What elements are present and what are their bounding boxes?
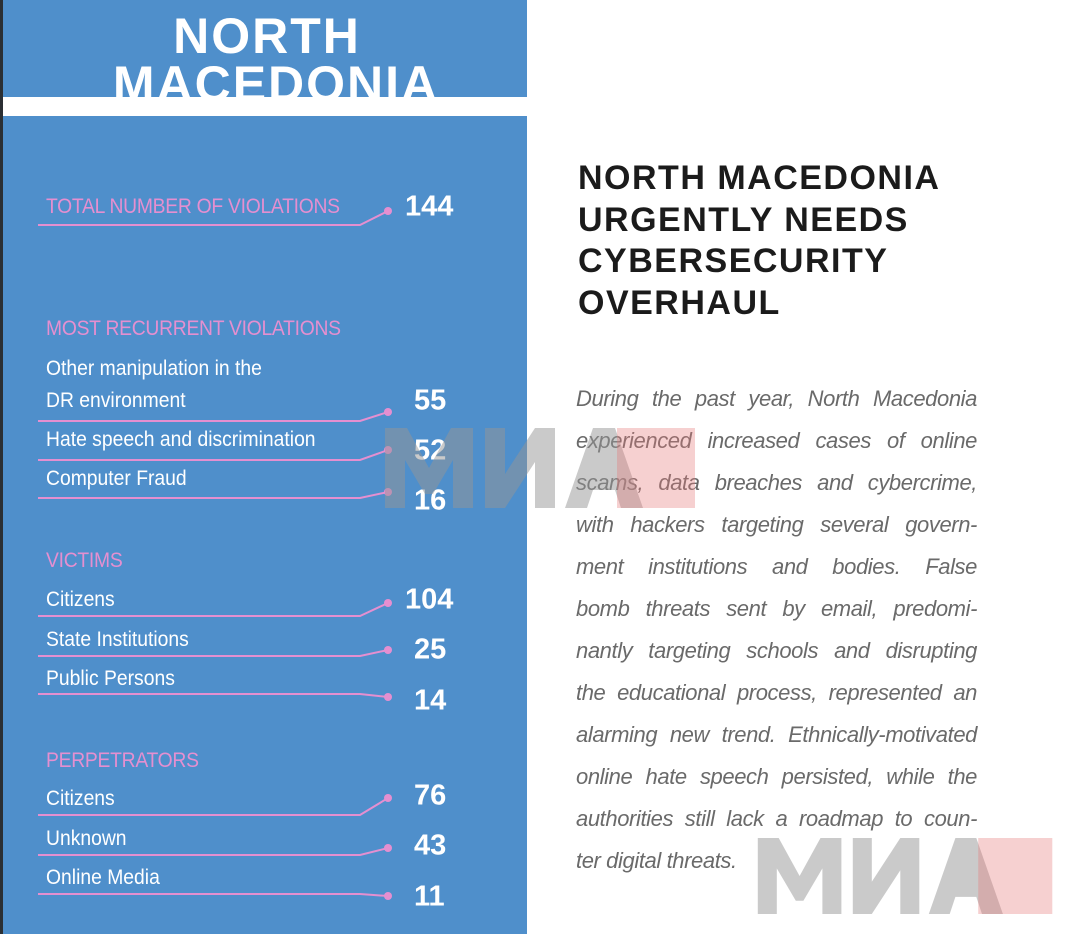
connector-dot [384, 794, 392, 802]
connector-line [38, 693, 389, 698]
headline-line: CYBERSECURITY [578, 242, 889, 280]
article-body: During the past year, North Macedonia exp… [576, 378, 977, 882]
item-value: 14 [414, 684, 447, 717]
title-stripe [3, 97, 527, 116]
section-heading-violations: MOST RECURRENT VIOLATIONS [46, 317, 341, 340]
item-value: 55 [414, 384, 447, 417]
connector-line [38, 649, 389, 657]
connector-dot [384, 693, 392, 701]
item-value: 52 [414, 434, 447, 467]
connector-lines [38, 207, 392, 900]
item-value: 104 [405, 583, 454, 616]
item-value: 76 [414, 779, 447, 812]
connector-line [38, 602, 389, 617]
item-label: Online Media [46, 866, 160, 889]
headline-line: NORTH MACEDONIA [578, 159, 941, 197]
body-line: During the past year, North Macedonia [576, 386, 977, 411]
connector-line [38, 210, 389, 226]
connector-line [38, 411, 389, 422]
section-heading-perpetrators: PERPETRATORS [46, 749, 199, 772]
item-label: Other manipulation in the [46, 357, 262, 380]
left-edge [0, 0, 3, 934]
connector-dot [384, 446, 392, 454]
country-title-line2: MACEDONIA [112, 61, 440, 97]
connector-line [38, 491, 389, 499]
headline-line: OVERHAUL [578, 283, 781, 322]
connector-dot [384, 892, 392, 900]
body-line: the educational process, represented an [576, 680, 977, 705]
body-line: alarming new trend. Ethnically-motivated [576, 722, 977, 747]
body-line: with hackers targeting several govern- [576, 512, 977, 537]
item-value: 25 [414, 633, 447, 666]
body-line: ment institutions and bodies. False [576, 554, 977, 579]
item-label: Citizens [46, 787, 115, 810]
body-line: nantly targeting schools and disrupting [576, 638, 977, 663]
body-line: bomb threats sent by email, predomi- [576, 596, 977, 621]
connector-dot [384, 408, 392, 416]
connector-line [38, 797, 389, 816]
body-line: authorities still lack a roadmap to coun… [576, 806, 977, 831]
item-label: Unknown [46, 827, 127, 850]
connector-line [38, 893, 389, 897]
item-label: Public Persons [46, 667, 175, 690]
connector-dot [384, 488, 392, 496]
item-value: 16 [414, 484, 447, 517]
headline-line: URGENTLY NEEDS [578, 200, 909, 239]
item-label: DR environment [46, 389, 186, 412]
connector-dot [384, 207, 392, 215]
connector-line [38, 847, 389, 856]
item-value: 43 [414, 829, 447, 862]
total-value: 144 [405, 190, 454, 223]
body-line: experienced increased cases of online [576, 428, 977, 453]
section-heading-victims: VICTIMS [46, 549, 123, 572]
item-label: State Institutions [46, 628, 189, 651]
body-line: scams, data breaches and cybercrime, [576, 470, 977, 495]
item-value: 11 [414, 880, 445, 913]
article-headline: NORTH MACEDONIA URGENTLY NEEDS CYBERSECU… [578, 158, 940, 324]
body-line: ter digital threats. [576, 848, 737, 873]
item-label: Citizens [46, 588, 115, 611]
connector-dot [384, 599, 392, 607]
item-label: Hate speech and discrimination [46, 428, 316, 451]
connector-line [38, 449, 389, 461]
item-label: Computer Fraud [46, 467, 187, 490]
country-title-line1: NORTH [173, 8, 361, 64]
total-label: TOTAL NUMBER OF VIOLATIONS [46, 195, 340, 218]
connector-dot [384, 646, 392, 654]
body-line: online hate speech persisted, while the [576, 764, 977, 789]
connector-dot [384, 844, 392, 852]
